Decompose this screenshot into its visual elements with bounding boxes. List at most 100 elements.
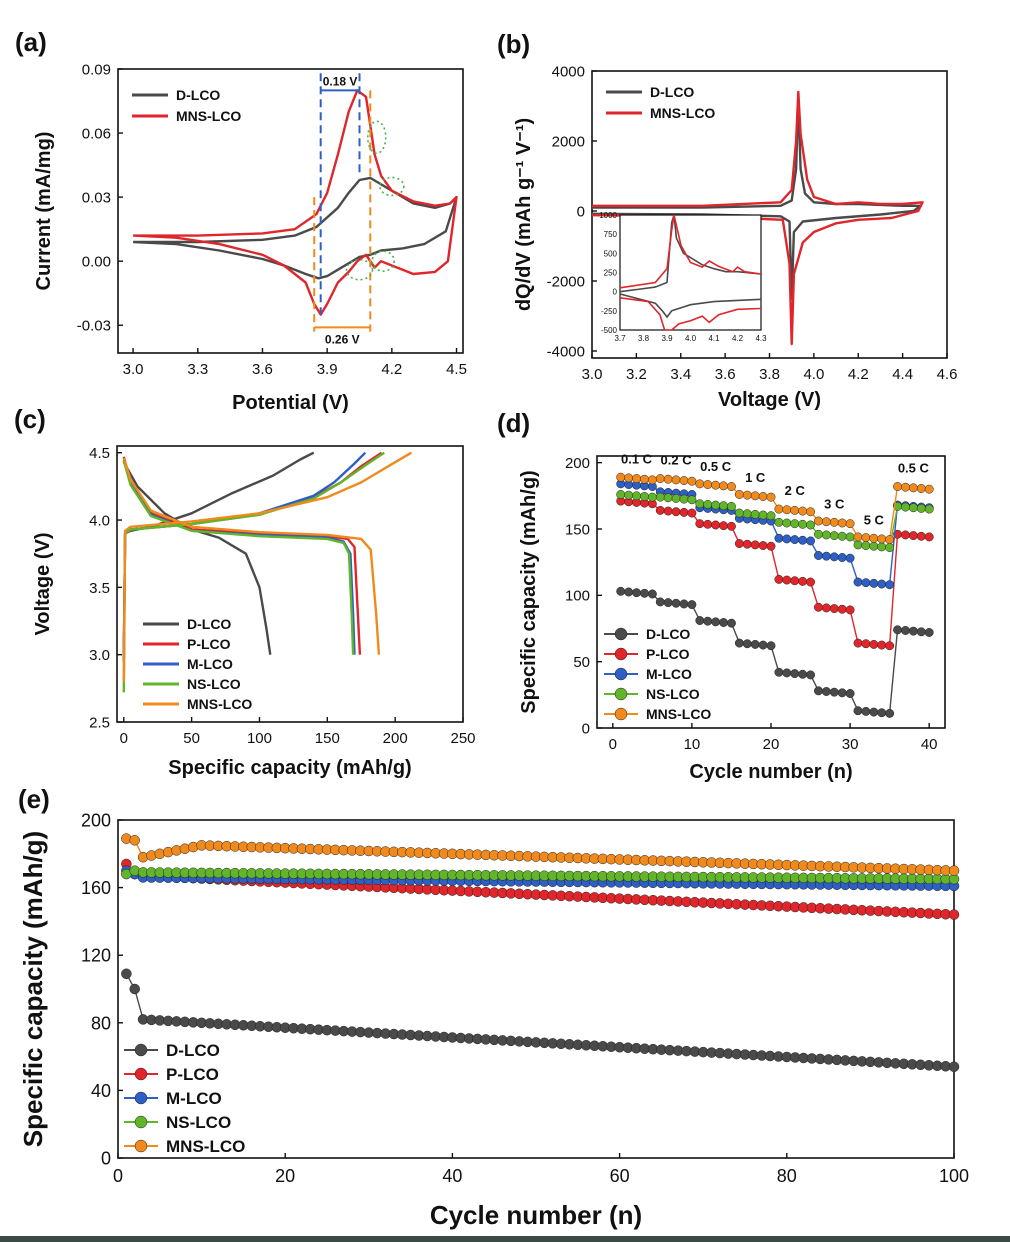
- rate-point: [647, 589, 657, 599]
- x-tick-label: 80: [777, 1166, 797, 1186]
- rate-point: [624, 587, 634, 597]
- y-tick-label: 80: [91, 1013, 111, 1033]
- annotation-label: 0.18 V: [323, 74, 358, 88]
- inset-x-tick-label: 3.8: [638, 334, 650, 343]
- rate-point: [750, 639, 760, 649]
- legend-marker: [134, 1091, 148, 1105]
- rate-point: [624, 473, 634, 483]
- x-tick-label: 3.3: [187, 361, 208, 378]
- rate-point: [798, 576, 808, 586]
- rate-point: [663, 493, 673, 503]
- series-line-dlco: [591, 97, 922, 300]
- y-tick-label: 3.0: [89, 647, 110, 664]
- y-tick-label: 4.0: [89, 512, 110, 529]
- rate-point: [711, 500, 721, 510]
- cycle-point: [948, 909, 960, 920]
- rate-point: [814, 516, 823, 526]
- legend-marker: [134, 1139, 148, 1153]
- rate-point: [711, 480, 721, 490]
- rate-point: [663, 474, 673, 484]
- rate-label: 3 C: [824, 496, 845, 511]
- rate-point: [845, 532, 855, 542]
- rate-point: [766, 511, 776, 521]
- rate-point: [821, 603, 831, 613]
- legend-entry: NS-LCO: [166, 1113, 231, 1132]
- x-axis-label: Potential (V): [232, 392, 349, 414]
- rate-point: [806, 670, 815, 680]
- rate-point: [766, 541, 776, 551]
- charge-curve-ns-lco: [122, 451, 385, 693]
- y-tick-label: 4000: [552, 63, 585, 80]
- x-tick-label: 20: [763, 736, 780, 753]
- rate-point: [647, 475, 657, 485]
- x-tick-label: 4.5: [446, 361, 467, 378]
- rate-point: [687, 476, 697, 486]
- annotation-label: 0.26 V: [325, 332, 360, 346]
- rate-point: [845, 553, 855, 563]
- legend-entry: D-LCO: [187, 616, 231, 632]
- y-tick-label: 150: [565, 521, 590, 538]
- rate-point: [671, 494, 681, 503]
- rate-point: [727, 521, 736, 531]
- rate-point: [679, 507, 689, 517]
- rate-point: [837, 604, 847, 614]
- panel-e: (e) 0 20 40 60 80 100 0 40 80 120 160 200 Cycle numbe…: [18, 784, 969, 1230]
- rate-point: [869, 541, 879, 551]
- rate-point: [727, 501, 736, 511]
- rate-point: [908, 626, 918, 636]
- rate-point: [861, 639, 871, 649]
- rate-point: [766, 641, 776, 651]
- rate-point: [877, 640, 887, 650]
- y-tick-label: 160: [81, 878, 111, 898]
- rate-point: [814, 602, 823, 612]
- rate-point: [806, 520, 815, 530]
- x-tick-label: 4.2: [381, 361, 402, 378]
- bottom-strip: [0, 1236, 1010, 1242]
- y-tick-label: 0.09: [82, 61, 111, 78]
- rate-point: [774, 533, 784, 543]
- rate-point: [806, 577, 815, 587]
- x-tick-label: 10: [684, 736, 701, 753]
- rate-point: [695, 479, 705, 489]
- legend-entry: MNS-LCO: [176, 108, 241, 124]
- rate-point: [908, 531, 918, 541]
- rate-point: [829, 604, 839, 614]
- legend-marker: [614, 627, 628, 641]
- y-axis-label: Specific capacity (mAh/g): [18, 831, 48, 1147]
- rate-point: [885, 543, 895, 553]
- x-axis-label: Cycle number (n): [689, 761, 852, 783]
- rate-point: [861, 578, 871, 588]
- cycle-point: [121, 968, 132, 980]
- y-tick-label: 0: [101, 1148, 111, 1168]
- rate-point: [924, 484, 934, 494]
- rate-point: [647, 492, 657, 502]
- x-axis-label: Specific capacity (mAh/g): [168, 757, 411, 779]
- inset-x-tick-label: 4.2: [732, 334, 744, 343]
- highlight-circle: [366, 120, 387, 155]
- cycle-point: [948, 865, 960, 876]
- rate-point: [924, 504, 934, 514]
- cycle-line-d-lco: [125, 973, 955, 1068]
- rate-point: [829, 517, 839, 527]
- rate-point: [719, 481, 728, 491]
- rate-point: [695, 616, 705, 625]
- rate-point: [750, 491, 760, 501]
- rate-point: [877, 579, 887, 589]
- y-tick-label: 40: [91, 1081, 111, 1101]
- x-axis-label: Cycle number (n): [430, 1200, 642, 1230]
- rate-label: 0.2 C: [661, 453, 693, 468]
- x-tick-label: 4.2: [848, 366, 869, 383]
- inset-series-line: [619, 214, 762, 293]
- legend-entry: M-LCO: [166, 1089, 222, 1108]
- x-tick-label: 150: [315, 730, 340, 747]
- highlight-circle: [345, 258, 374, 281]
- rate-point: [679, 494, 689, 504]
- rate-point: [671, 598, 681, 608]
- discharge-curve-mns-lco: [122, 457, 381, 655]
- rate-point: [774, 667, 784, 677]
- rate-point: [893, 482, 902, 491]
- charge-curve-m-lco: [122, 451, 367, 662]
- rate-point: [916, 627, 926, 637]
- y-tick-label: -2000: [547, 273, 585, 290]
- rate-point: [703, 616, 713, 626]
